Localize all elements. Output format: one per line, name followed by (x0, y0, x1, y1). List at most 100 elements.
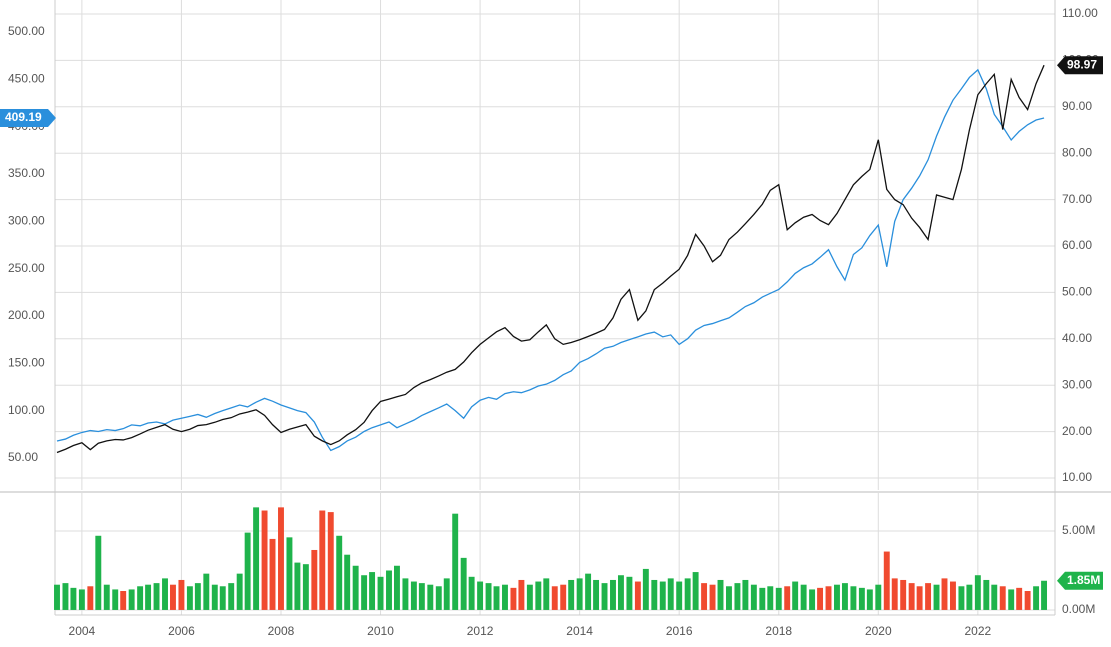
last-volume-badge: 1.85M (1067, 573, 1100, 587)
volume-bar (1024, 591, 1031, 610)
y2-tick-label: 30.00 (1062, 377, 1092, 391)
volume-bar (203, 573, 210, 610)
volume-bar (949, 581, 956, 610)
volume-bar (850, 586, 857, 610)
volume-bar (610, 579, 616, 610)
volume-bar (900, 579, 907, 610)
volume-bar (1008, 589, 1015, 610)
volume-bar (792, 581, 799, 610)
volume-bar (543, 578, 550, 610)
volume-bar (800, 584, 807, 610)
volume-bar (70, 587, 77, 610)
volume-bar (311, 549, 318, 610)
y2-tick-label: 50.00 (1062, 285, 1092, 299)
volume-bar (659, 581, 666, 610)
volume-bar (834, 584, 840, 610)
volume-bar (825, 586, 832, 610)
volume-bar (269, 538, 276, 610)
volume-bar (750, 584, 757, 610)
volume-bar (709, 584, 716, 610)
volume-bar (526, 584, 533, 610)
volume-bar (294, 562, 301, 610)
volume-bar (54, 584, 60, 610)
volume-bar (435, 586, 442, 610)
y2-tick-label: 70.00 (1062, 192, 1092, 206)
volume-bar (386, 570, 392, 610)
volume-bar (302, 564, 309, 610)
volume-bar (62, 583, 69, 610)
volume-bar (128, 589, 135, 610)
x-tick-label: 2020 (865, 624, 892, 638)
volume-bar (278, 507, 284, 610)
volume-bar (593, 579, 600, 610)
volume-bar (244, 532, 251, 610)
volume-bar (1033, 586, 1040, 610)
volume-bar (402, 578, 409, 610)
volume-bar (734, 583, 741, 610)
y2-tick-label: 40.00 (1062, 331, 1092, 345)
last-value-badge: 98.97 (1067, 57, 1097, 71)
volume-bar (410, 581, 417, 610)
volume-bar (194, 583, 201, 610)
volume-bar (286, 537, 293, 610)
volume-bar (219, 586, 226, 610)
volume-bar (866, 589, 873, 610)
y-tick-label: 150.00 (8, 356, 45, 370)
volume-bar (510, 587, 517, 610)
volume-bar (684, 578, 691, 610)
y2-tick-label: 10.00 (1062, 470, 1092, 484)
volume-bar (642, 568, 649, 610)
y2-tick-label: 20.00 (1062, 424, 1092, 438)
volume-tick-label: 5.00M (1062, 523, 1095, 537)
volume-bar (186, 586, 193, 610)
volume-bar (427, 584, 434, 610)
volume-bar (228, 583, 235, 610)
x-tick-label: 2004 (69, 624, 96, 638)
volume-bar (137, 586, 144, 610)
x-tick-label: 2010 (367, 624, 394, 638)
volume-bar (576, 578, 583, 610)
volume-bar (626, 576, 633, 610)
volume-bar (983, 579, 990, 610)
volume-bar (162, 578, 168, 610)
volume-bar (502, 584, 508, 610)
volume-bar (452, 513, 459, 610)
volume-bar (95, 535, 102, 610)
y-tick-label: 250.00 (8, 261, 45, 275)
volume-bar (319, 510, 326, 610)
volume-bar (468, 576, 475, 610)
x-tick-label: 2006 (168, 624, 195, 638)
volume-bar (551, 586, 558, 610)
volume-bar (717, 579, 724, 610)
line-series (56, 64, 1045, 454)
volume-bar (759, 587, 766, 610)
volume-bar (585, 573, 592, 610)
volume-bar (78, 589, 85, 610)
x-tick-label: 2016 (666, 624, 693, 638)
volume-bar (369, 572, 376, 610)
volume-bar (477, 581, 484, 610)
volume-bar (253, 507, 260, 610)
volume-bar (361, 575, 368, 610)
volume-bar (974, 575, 981, 610)
volume-bar (568, 579, 575, 610)
volume-bar (651, 579, 658, 610)
volume-bar (916, 586, 923, 610)
volume-bar (170, 584, 176, 610)
volume-bar (443, 578, 450, 610)
y2-tick-label: 80.00 (1062, 145, 1092, 159)
last-value-badge: 409.19 (5, 110, 42, 124)
x-tick-label: 2012 (467, 624, 494, 638)
volume-bar (958, 586, 965, 610)
volume-bar (377, 576, 384, 610)
volume-bar (145, 584, 152, 610)
volume-bar (809, 589, 816, 610)
volume-bar (153, 583, 160, 610)
volume-bar (941, 578, 948, 610)
volume-bar (261, 510, 268, 610)
volume-bar (908, 583, 915, 610)
y-tick-label: 450.00 (8, 72, 45, 86)
volume-bar (493, 586, 500, 610)
volume-bar (634, 581, 641, 610)
volume-bar (211, 584, 218, 610)
